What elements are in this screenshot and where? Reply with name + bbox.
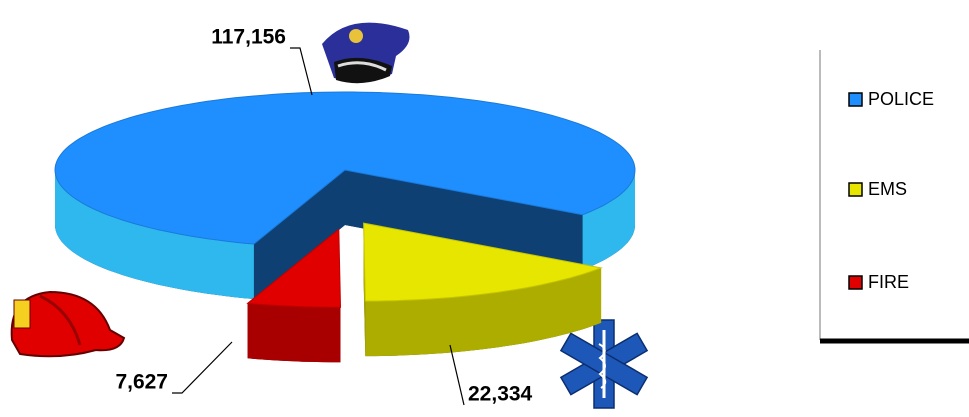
slice-side bbox=[248, 303, 341, 362]
star-of-life-icon bbox=[561, 320, 647, 408]
fire-helmet-icon bbox=[12, 292, 124, 356]
legend-swatch bbox=[849, 276, 862, 289]
legend: POLICE EMS FIRE bbox=[849, 89, 934, 292]
leader-line bbox=[290, 48, 312, 95]
legend-label: EMS bbox=[868, 179, 907, 199]
value-label: 22,334 bbox=[468, 383, 533, 406]
chart: 117,156 22,334 7,627 POLICE EMS FIRE bbox=[0, 0, 969, 412]
pie: 117,156 22,334 7,627 bbox=[55, 26, 635, 406]
legend-label: POLICE bbox=[868, 89, 934, 109]
value-label: 7,627 bbox=[115, 371, 168, 394]
police-hat-icon bbox=[322, 23, 410, 84]
page: {"chart_data": {"type": "pie", "categori… bbox=[0, 0, 969, 412]
value-label: 117,156 bbox=[211, 26, 286, 49]
legend-label: FIRE bbox=[868, 272, 909, 292]
leader-line bbox=[172, 342, 232, 393]
legend-swatch bbox=[849, 93, 862, 106]
leader-line bbox=[450, 345, 464, 405]
legend-swatch bbox=[849, 183, 862, 196]
